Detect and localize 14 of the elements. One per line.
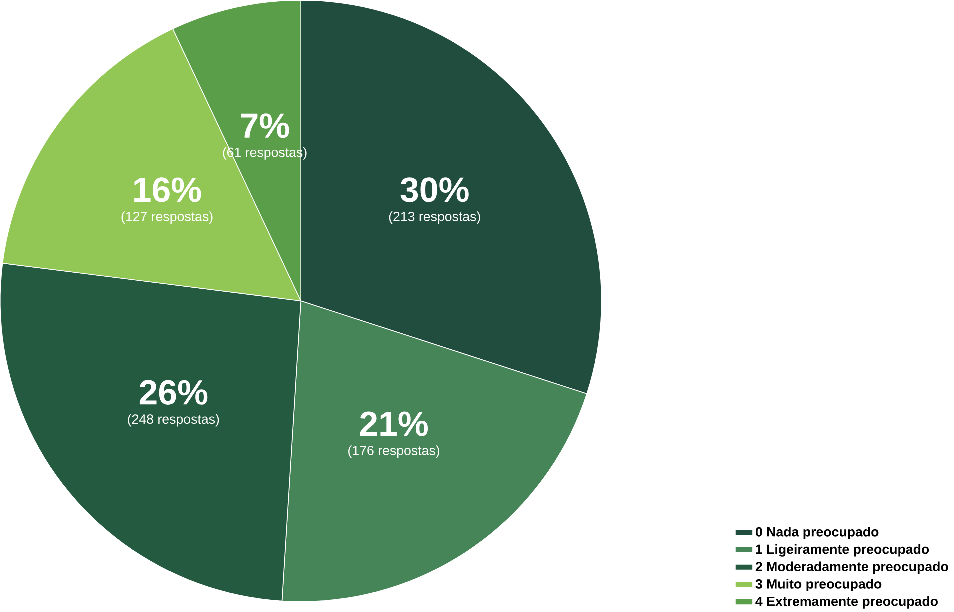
- data-label: 26%: [140, 380, 208, 406]
- text: (213 respostas): [389, 212, 480, 224]
- data-label: 21%: [360, 412, 428, 436]
- data-label: 16%: [134, 178, 202, 202]
- data-label: 30%: [400, 178, 469, 202]
- legend-label: 4 Extremamente preocupado: [756, 596, 938, 609]
- legend-label: 3 Muito preocupado: [756, 579, 882, 592]
- data-label: 7%: [241, 114, 290, 138]
- text: (127 respostas): [122, 212, 213, 224]
- legend-label: 1 Ligeiramente preocupado: [756, 544, 930, 557]
- legend-label: 0 Nada preocupado: [756, 527, 879, 540]
- text: (176 respostas): [348, 446, 440, 458]
- text: (248 respostas): [128, 414, 220, 427]
- legend-label: 2 Moderadamente preocupado: [756, 562, 948, 574]
